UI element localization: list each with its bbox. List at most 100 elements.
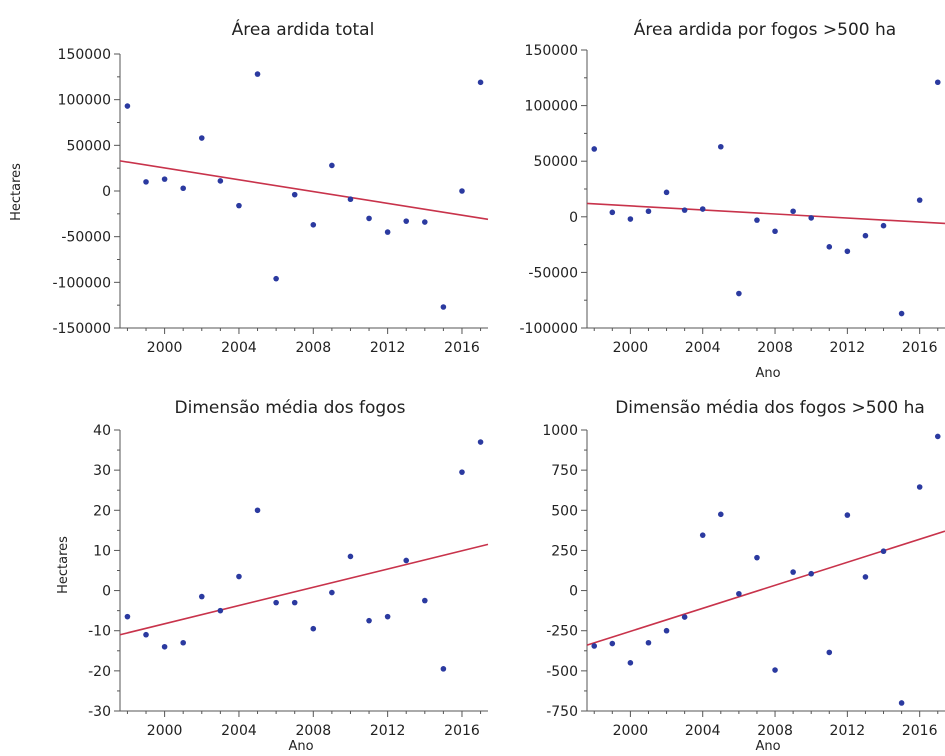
data-point [161, 643, 168, 650]
data-point [273, 275, 279, 282]
data-point [329, 589, 335, 596]
trend-line [119, 160, 489, 221]
y-tick-label: -150000 [53, 321, 112, 337]
data-point [180, 639, 186, 646]
data-point [347, 553, 354, 560]
data-point [663, 189, 670, 196]
x-tick-label: 2012 [370, 723, 406, 739]
data-point [384, 229, 391, 235]
data-point [808, 570, 815, 577]
x-tick-label: 2008 [295, 723, 331, 739]
x-tick-label: 2004 [685, 723, 721, 739]
x-tick-label: 2012 [830, 340, 866, 356]
data-point [143, 179, 149, 185]
y-tick-label: 50000 [66, 138, 111, 154]
x-tick-label: 2000 [147, 723, 183, 739]
y-tick-label: 40 [93, 423, 111, 439]
y-tick-label: -250 [546, 624, 578, 640]
x-axis-label: Ano [755, 739, 780, 754]
panel-title: Área ardida total [232, 18, 375, 40]
data-point [609, 640, 616, 647]
y-tick-label: 1000 [542, 423, 578, 439]
data-point [736, 590, 742, 597]
data-point [916, 484, 923, 490]
data-point [273, 599, 279, 606]
data-point [681, 207, 688, 213]
data-point [862, 574, 869, 580]
x-axis-label: Ano [755, 366, 780, 381]
data-point [198, 593, 205, 600]
x-tick-label: 2000 [147, 340, 183, 356]
x-tick-label: 2012 [830, 723, 866, 739]
panel-title: Dimensão média dos fogos >500 ha [615, 398, 925, 418]
y-tick-label: 0 [569, 584, 578, 600]
x-tick-label: 2016 [902, 340, 938, 356]
y-axis-label: Hectares [9, 163, 24, 221]
data-point [808, 215, 815, 221]
data-point [862, 232, 869, 239]
data-point [180, 185, 186, 192]
data-point [254, 71, 261, 77]
y-tick-label: 750 [551, 463, 578, 479]
data-point [591, 643, 598, 649]
data-point [310, 221, 317, 228]
data-point [403, 218, 410, 224]
data-point [236, 202, 242, 209]
y-tick-label: 10 [93, 543, 111, 559]
y-tick-label: -750 [546, 704, 578, 720]
data-point [663, 627, 670, 634]
x-tick-label: 2000 [613, 723, 649, 739]
data-point [366, 617, 372, 624]
data-point [440, 666, 447, 672]
data-point [477, 79, 484, 86]
data-point [198, 135, 205, 141]
data-point [717, 511, 724, 518]
y-tick-label: -10 [88, 624, 111, 640]
y-tick-label: 150000 [58, 47, 111, 63]
data-point [772, 667, 778, 673]
data-point [254, 507, 261, 514]
x-tick-label: 2008 [757, 723, 793, 739]
y-tick-label: 250 [551, 543, 578, 559]
data-point [826, 649, 833, 656]
y-tick-label: -50000 [61, 230, 111, 246]
panel-dimensao-media-fogos-500ha: Dimensão média dos fogos >500 ha Ano -75… [542, 398, 945, 754]
data-point [898, 700, 905, 706]
y-tick-label: 0 [569, 210, 578, 226]
x-tick-label: 2000 [613, 340, 649, 356]
panel-area-ardida-total: Área ardida total Hectares -150000 -10000… [9, 18, 489, 356]
data-point [754, 217, 760, 223]
x-tick-label: 2016 [444, 340, 480, 356]
data-point [627, 216, 634, 222]
data-point [699, 532, 706, 538]
y-tick-label: -20 [88, 664, 111, 680]
data-point [916, 197, 923, 203]
y-tick-label: 50000 [533, 154, 578, 170]
data-point [422, 597, 428, 604]
data-point [291, 191, 298, 198]
data-point [880, 548, 887, 555]
x-axis-label: Ano [288, 739, 313, 754]
y-tick-label: 100000 [58, 93, 111, 109]
data-point [366, 215, 372, 222]
data-point [844, 248, 851, 255]
data-point [645, 639, 652, 646]
data-point [717, 143, 724, 150]
y-tick-label: -30 [88, 704, 111, 720]
data-point [422, 219, 428, 225]
x-tick-label: 2016 [444, 723, 480, 739]
data-point [772, 228, 778, 235]
data-point [459, 188, 465, 194]
trend-line [119, 543, 489, 636]
data-point [477, 439, 484, 445]
trend-line [586, 202, 945, 225]
data-point [898, 310, 905, 317]
data-point [790, 208, 796, 215]
x-tick-label: 2008 [757, 340, 793, 356]
y-axis-label: Hectares [56, 536, 71, 594]
data-point [826, 244, 833, 250]
data-point [459, 469, 465, 475]
data-point [143, 631, 149, 638]
data-point [124, 103, 131, 109]
